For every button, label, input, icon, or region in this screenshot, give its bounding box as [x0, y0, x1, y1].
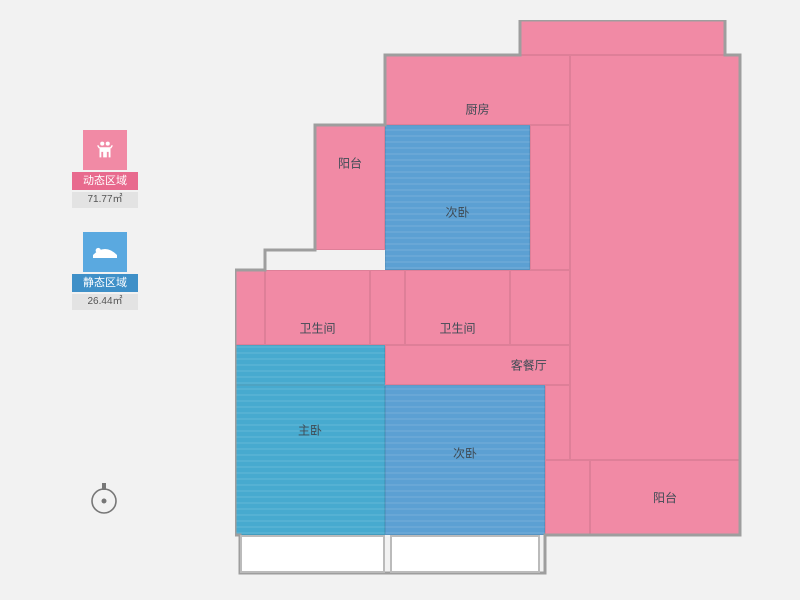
room-gap_left: [235, 270, 265, 345]
room-label: 主卧: [298, 422, 322, 439]
compass-icon: [86, 480, 122, 516]
room-label: 阳台: [338, 154, 362, 171]
room-master: 主卧: [235, 385, 385, 535]
room-kitchen: 厨房: [385, 55, 570, 125]
room-corridor_a: [530, 125, 570, 270]
room-label: 卫生间: [439, 319, 475, 336]
room-label: 次卧: [453, 444, 477, 461]
legend-dynamic-label: 动态区域: [72, 172, 138, 190]
legend-static-label: 静态区域: [72, 274, 138, 292]
legend-dynamic: 动态区域 71.77㎡: [72, 130, 138, 208]
room-master_col: [235, 345, 385, 385]
window-1: [390, 535, 540, 573]
room-label: 次卧: [445, 203, 469, 220]
room-label: 客餐厅: [511, 357, 547, 374]
room-bath1: 卫生间: [265, 270, 370, 345]
room-bedroom2_b: 次卧: [385, 385, 545, 535]
legend: 动态区域 71.77㎡ 静态区域 26.44㎡: [72, 130, 138, 334]
room-lobby: [545, 385, 570, 460]
room-gap_r: [545, 460, 590, 535]
room-label: 卫生间: [299, 319, 335, 336]
sleep-icon: [83, 232, 127, 272]
legend-static-value: 26.44㎡: [72, 294, 138, 310]
room-label: 厨房: [465, 101, 489, 118]
room-balcony_r: 阳台: [590, 460, 740, 535]
people-icon: [83, 130, 127, 170]
room-label: 阳台: [653, 489, 677, 506]
legend-static: 静态区域 26.44㎡: [72, 232, 138, 310]
room-bath2: 卫生间: [405, 270, 510, 345]
room-bedroom2_a: 次卧: [385, 125, 530, 270]
room-hall_right: [510, 270, 570, 345]
room-hall_gap: [370, 270, 405, 345]
window-0: [240, 535, 385, 573]
room-balcony_l: 阳台: [315, 125, 385, 250]
floor-plan: 厨房阳台次卧卫生间卫生间客餐厅主卧次卧阳台: [235, 20, 755, 580]
room-living_strip: 客餐厅: [385, 345, 570, 385]
legend-dynamic-value: 71.77㎡: [72, 192, 138, 208]
room-top_notch: [520, 20, 725, 55]
room-right_big: [570, 55, 740, 460]
